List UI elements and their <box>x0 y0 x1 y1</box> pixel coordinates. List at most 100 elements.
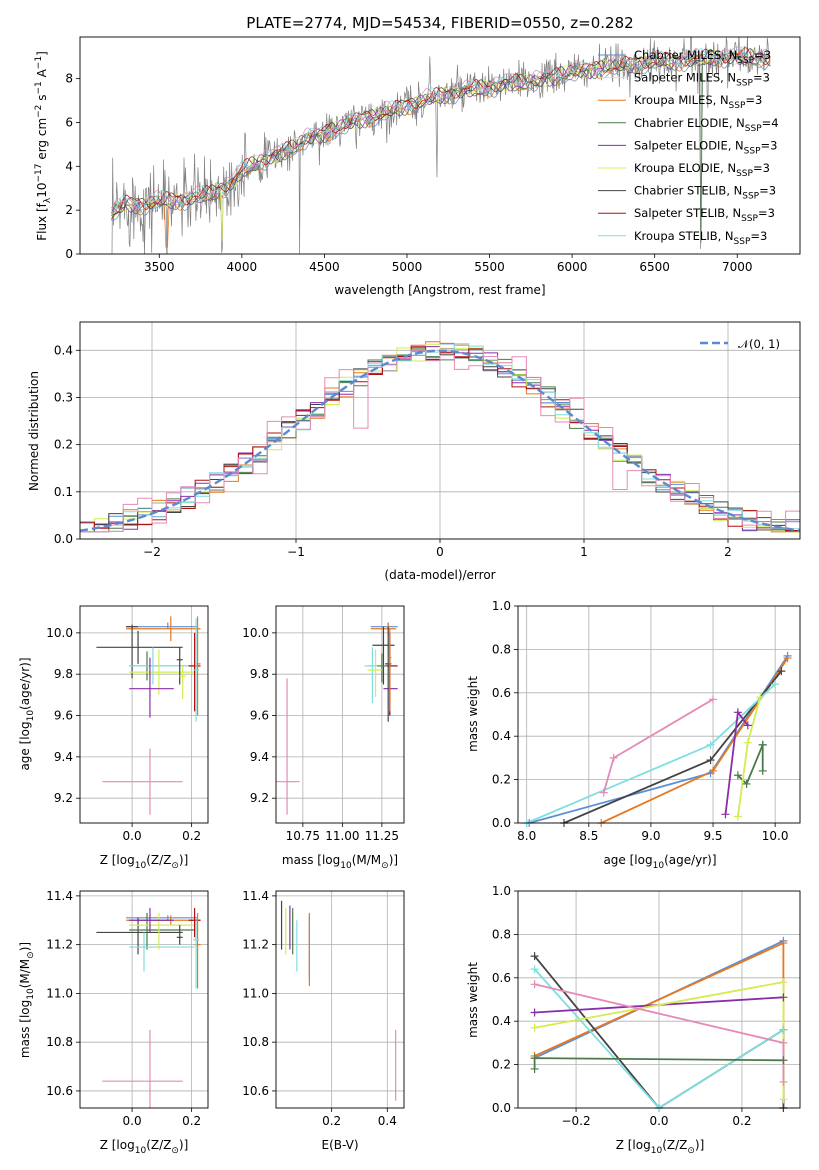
legend-label: Salpeter ELODIE, NSSP=3 <box>634 138 777 156</box>
age-mass-xtick-label: 11.25 <box>365 829 399 843</box>
legend-label: Chabrier STELIB, NSSP=3 <box>634 184 776 202</box>
spectrum-model-line <box>111 51 771 244</box>
weight-Z-marker <box>530 965 539 974</box>
mass-Z-frame <box>79 890 209 1109</box>
mass-Z-grid <box>80 891 208 1108</box>
weight-Z-marker <box>530 1023 539 1032</box>
legend-label: Salpeter MILES, NSSP=3 <box>634 71 770 89</box>
legend-label: Salpeter STELIB, NSSP=3 <box>634 206 775 224</box>
mass-EBV-ytick-label: 11.0 <box>242 986 269 1000</box>
residuals-xtick-label: −2 <box>143 545 161 559</box>
age-Z-plot-area <box>80 606 208 823</box>
residuals-xlabel: (data-model)/error <box>384 568 495 582</box>
legend-label: Chabrier MILES, NSSP=3 <box>634 48 771 66</box>
weight-Z-xtick-label: −0.2 <box>561 1114 590 1128</box>
weight-age-marker <box>756 693 765 702</box>
weight-age-marker <box>783 654 792 663</box>
weight-Z-marker <box>779 1077 788 1086</box>
weight-Z-axes: −0.2 0.0 0.2 0.0 0.2 0.4 0.6 0.8 1.0 <box>492 884 801 1128</box>
weight-age-series-line <box>737 744 764 786</box>
legend-label: Kroupa MILES, NSSP=3 <box>634 93 762 111</box>
mass-Z-ytick-label: 11.0 <box>46 986 73 1000</box>
weight-Z-marker <box>779 978 788 987</box>
mass-EBV-grid <box>276 891 404 1108</box>
residuals-xtick-label: −1 <box>287 545 305 559</box>
spectrum-model-line <box>111 46 771 216</box>
mass-Z-ytick-label: 11.2 <box>46 938 73 952</box>
weight-Z-marker <box>779 1095 788 1104</box>
weight-age-marker <box>771 680 780 689</box>
spectrum-ytick-label: 2 <box>65 203 73 217</box>
weight-age-marker <box>743 721 752 730</box>
residuals-plot-area <box>80 322 800 539</box>
weight-Z-xtick-label: 0.2 <box>732 1114 751 1128</box>
weight-age-marker <box>777 667 786 676</box>
weight-age-marker <box>758 740 767 749</box>
residuals-xtick-label: 2 <box>724 545 732 559</box>
residuals-legend-label: 𝒩(0, 1) <box>738 337 780 351</box>
weight-age-marker <box>709 766 718 775</box>
weight-age-marker <box>709 695 718 704</box>
weight-age-ytick-label: 0.2 <box>492 773 511 787</box>
mass-Z-ylabel: mass [log10(M/M⊙)] <box>18 942 36 1058</box>
weight-age-ytick-label: 0.4 <box>492 729 511 743</box>
weight-age-plot-area <box>518 606 800 823</box>
age-Z-ytick-label: 9.4 <box>54 750 73 764</box>
mass-Z-axes: 0.0 0.2 10.6 10.8 11.0 11.2 11.4 <box>46 889 209 1128</box>
weight-age-axes: 8.0 8.5 9.0 9.5 10.0 0.0 0.2 0.4 0.6 0.8 1.0 <box>492 599 801 843</box>
weight-age-series-line <box>600 657 789 823</box>
weight-Z-marker <box>530 980 539 989</box>
spectrum-xtick-label: 6000 <box>557 260 588 274</box>
residuals-axes: −2 −1 0 1 2 0.0 0.1 0.2 0.3 0.4 <box>54 321 801 559</box>
residuals-hist-step <box>80 343 800 533</box>
weight-Z-marker <box>530 1054 539 1063</box>
weight-Z-ytick-label: 0.6 <box>492 971 511 985</box>
weight-age-marker <box>599 788 608 797</box>
weight-age-series-line <box>563 670 783 823</box>
age-mass-ytick-label: 9.8 <box>250 667 269 681</box>
weight-age-xtick-label: 10.0 <box>762 829 789 843</box>
weight-age-marker <box>733 708 742 717</box>
weight-age-marker <box>721 810 730 819</box>
mass-EBV-ytick-label: 11.2 <box>242 938 269 952</box>
residuals-hist-step <box>80 341 800 533</box>
weight-Z-ytick-label: 0.8 <box>492 927 511 941</box>
spectrum-xtick-label: 7000 <box>722 260 753 274</box>
weight-age-ytick-label: 0.0 <box>492 816 511 830</box>
spectrum-xtick-label: 3500 <box>144 260 175 274</box>
weight-Z-ytick-label: 0.4 <box>492 1014 511 1028</box>
spectrum-title: PLATE=2774, MJD=54534, FIBERID=0550, z=0… <box>246 14 633 32</box>
mass-Z-ytick-label: 11.4 <box>46 889 73 903</box>
age-Z-ytick-label: 9.2 <box>54 791 73 805</box>
mass-EBV-xtick-label: 0.4 <box>378 1114 397 1128</box>
age-Z-frame <box>79 605 209 824</box>
residuals-normal-curve <box>80 349 800 532</box>
weight-Z-marker <box>779 993 788 1002</box>
weight-age-ylabel: mass weight <box>466 676 480 752</box>
weight-Z-xlabel: Z [log10(Z/Z⊙)] <box>616 1138 705 1156</box>
mass-EBV-xtick-label: 0.2 <box>322 1114 341 1128</box>
age-Z-xlabel: Z [log10(Z/Z⊙)] <box>100 853 189 871</box>
age-mass-axes: 10.75 11.00 11.25 9.2 9.4 9.6 9.8 10.0 <box>242 605 405 843</box>
mass-Z-plot-area <box>80 891 208 1108</box>
spectrum-plot-area <box>111 37 771 254</box>
legend-label: Kroupa ELODIE, NSSP=3 <box>634 161 770 179</box>
weight-age-frame <box>517 605 801 824</box>
mass-Z-ytick-label: 10.6 <box>46 1084 73 1098</box>
weight-Z-series-line <box>533 968 784 1108</box>
spectrum-xlabel: wavelength [Angstrom, rest frame] <box>334 283 545 297</box>
weight-age-marker <box>758 766 767 775</box>
weight-age-xlabel: age [log10(age/yr)] <box>603 853 716 871</box>
age-Z-ytick-label: 10.0 <box>46 626 73 640</box>
spectrum-model-line <box>111 49 771 241</box>
spectrum-xtick-label: 5000 <box>392 260 423 274</box>
weight-Z-marker <box>779 1025 788 1034</box>
residuals-ytick-label: 0.0 <box>54 532 73 546</box>
residuals-frame <box>79 321 801 540</box>
age-Z-ytick-label: 9.6 <box>54 709 73 723</box>
legend-label: Chabrier ELODIE, NSSP=4 <box>634 116 779 134</box>
spectrum-xtick-label: 4000 <box>227 260 258 274</box>
mass-EBV-ytick-label: 11.4 <box>242 889 269 903</box>
weight-Z-marker <box>530 1064 539 1073</box>
age-Z-xtick-label: 0.0 <box>123 829 142 843</box>
